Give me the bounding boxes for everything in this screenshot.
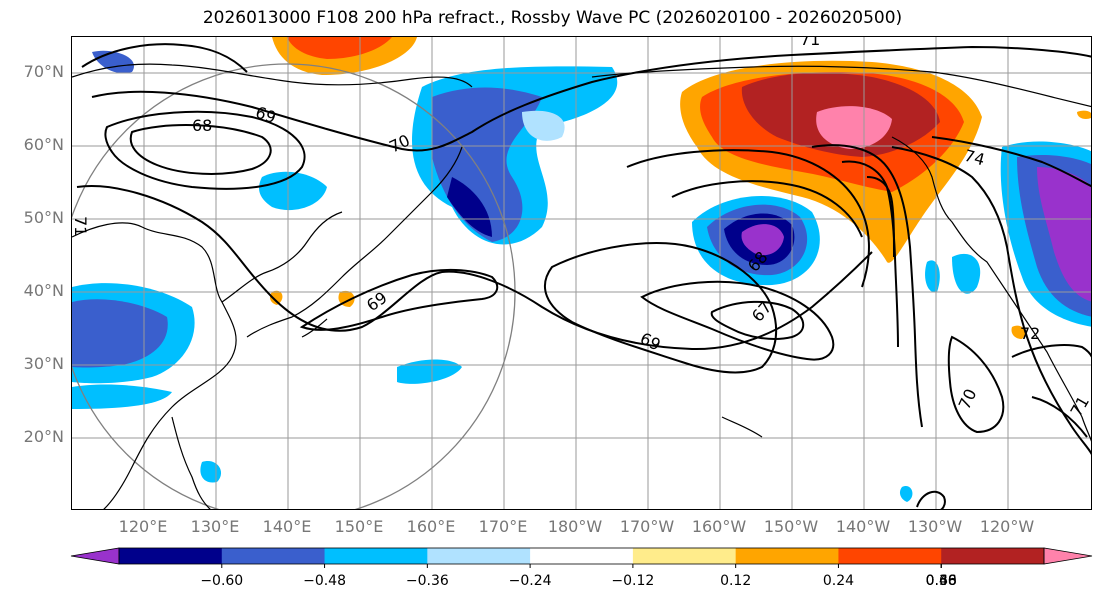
colorbar-segment [735,548,839,564]
colorbar-tick-label: −0.24 [508,573,552,589]
colorbar-segment [530,548,634,564]
lon-label: 130°W [907,517,963,536]
map-title: 2026013000 F108 200 hPa refract., Rossby… [202,8,903,28]
negative-anomaly-shading [72,50,1091,502]
coastlines [72,63,1091,509]
map-panel: 71 69 68 70 74 71 69 68 67 69 70 72 71 [71,36,1092,510]
lat-label-40n: 40°N [23,281,64,300]
colorbar-tick-label: 0.36 [925,573,957,589]
lon-label: 170°W [619,517,675,536]
lon-label: 160°W [691,517,747,536]
colorbar-segment [324,548,428,564]
lon-label: 150°E [334,517,384,536]
lon-label: 140°E [262,517,312,536]
lon-label: 140°W [835,517,891,536]
colorbar-segment [632,548,737,564]
gridlines [72,37,1091,509]
colorbar-tick-label: 0.60 [925,573,957,589]
colorbar-segment [221,548,326,564]
colorbar-tick-label: −0.12 [611,573,655,589]
colorbar-tick-label: −0.60 [200,573,244,589]
lon-label: 170°E [478,517,528,536]
contour-label: 71 [800,37,820,49]
lat-label-70n: 70°N [23,62,64,81]
colorbar-tick-label: 0.48 [925,573,957,589]
colorbar-tick-label: 0.24 [822,573,855,589]
contour-label: 71 [72,216,90,236]
colorbar-tick-label: −0.48 [303,573,346,589]
colorbar-segment [119,548,223,564]
contour-label: 72 [1020,324,1040,343]
contour-label: 74 [962,146,987,170]
colorbar-segment [427,548,531,564]
colorbar-tick-label: 0.12 [720,573,752,589]
colorbar-extend-min [70,547,120,565]
colorbar-tick-label: −0.36 [405,573,449,589]
colorbar-extend-max [1043,547,1093,565]
lon-label: 120°E [118,517,168,536]
lon-label: 120°W [979,517,1035,536]
colorbar-segments [70,547,1093,568]
contour-label: 69 [637,329,663,355]
lat-label-50n: 50°N [23,208,64,227]
contour-label: 71 [1066,393,1092,420]
positive-anomaly-shading [269,37,1091,339]
refractivity-contours [76,43,1091,509]
colorbar-segment [941,548,1045,564]
lon-label: 160°E [406,517,456,536]
lon-label: 180°W [547,517,603,536]
lon-label: 130°E [190,517,240,536]
lat-label-20n: 20°N [23,427,64,446]
contour-label: 70 [955,386,981,412]
colorbar-segment [838,548,942,564]
colorbar-frame [118,547,1045,565]
contour-label: 70 [386,131,412,157]
lat-label-60n: 60°N [23,135,64,154]
contour-label: 68 [192,116,212,135]
lat-label-30n: 30°N [23,354,64,373]
map-canvas: 71 69 68 70 74 71 69 68 67 69 70 72 71 [72,37,1092,509]
lon-label: 150°W [763,517,819,536]
